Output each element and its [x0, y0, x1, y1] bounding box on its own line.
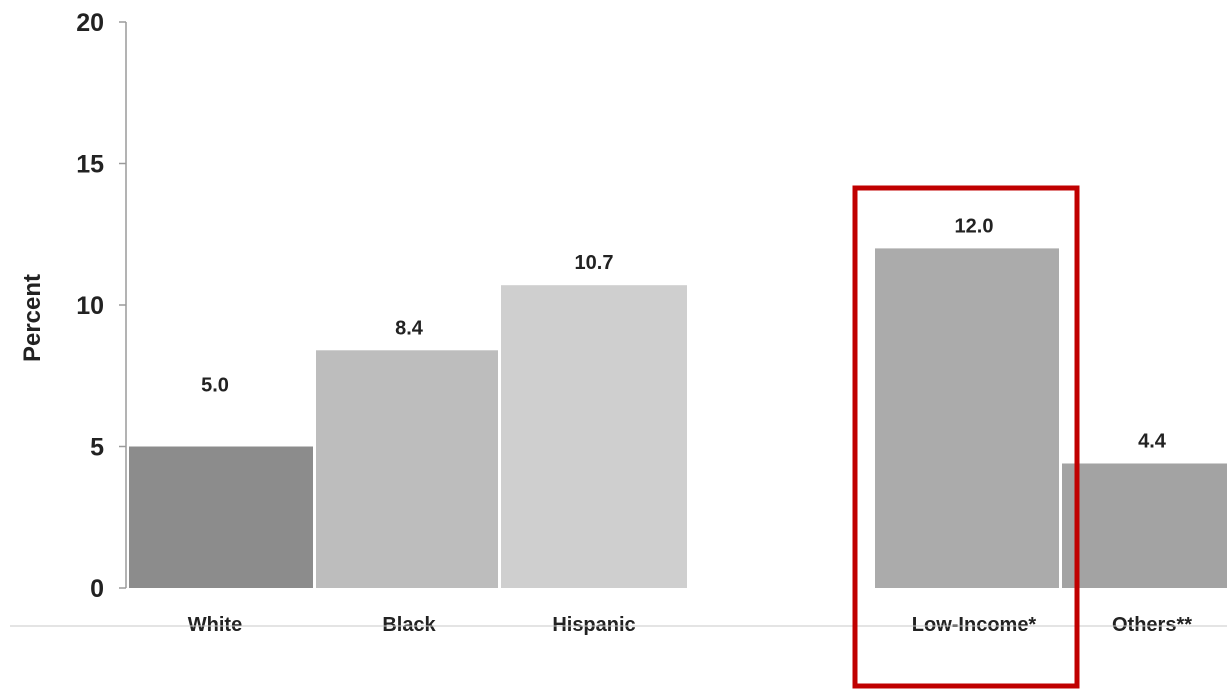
y-tick-label: 10 — [76, 292, 104, 320]
bar — [875, 248, 1059, 588]
y-tick-label: 5 — [90, 434, 104, 462]
bar — [316, 350, 498, 588]
data-label: 12.0 — [955, 215, 994, 237]
y-axis-title: Percent — [19, 274, 46, 362]
bar — [501, 285, 687, 588]
highlight-box — [852, 185, 1080, 689]
bars — [129, 248, 1227, 588]
data-label: 5.0 — [201, 375, 229, 397]
data-label: 4.4 — [1138, 430, 1167, 452]
x-axis-labels: White Black Hispanic Low-Income* Others** — [188, 614, 1192, 636]
y-tick-label: 20 — [76, 9, 104, 37]
bar — [129, 446, 313, 588]
y-tick-label: 15 — [76, 151, 104, 179]
y-axis: 0 5 10 15 20 — [76, 9, 127, 603]
bar — [1062, 463, 1227, 588]
x-tick-label: Others** — [1112, 614, 1192, 636]
x-tick-label: White — [188, 614, 242, 636]
value-labels: 5.0 8.4 10.7 12.0 4.4 — [201, 215, 1167, 452]
x-tick-label: Black — [382, 614, 436, 636]
y-tick-label: 0 — [90, 575, 104, 603]
data-label: 10.7 — [575, 252, 614, 274]
data-label: 8.4 — [395, 317, 424, 339]
x-tick-label: Hispanic — [552, 614, 635, 636]
x-tick-label: Low-Income* — [912, 614, 1037, 636]
